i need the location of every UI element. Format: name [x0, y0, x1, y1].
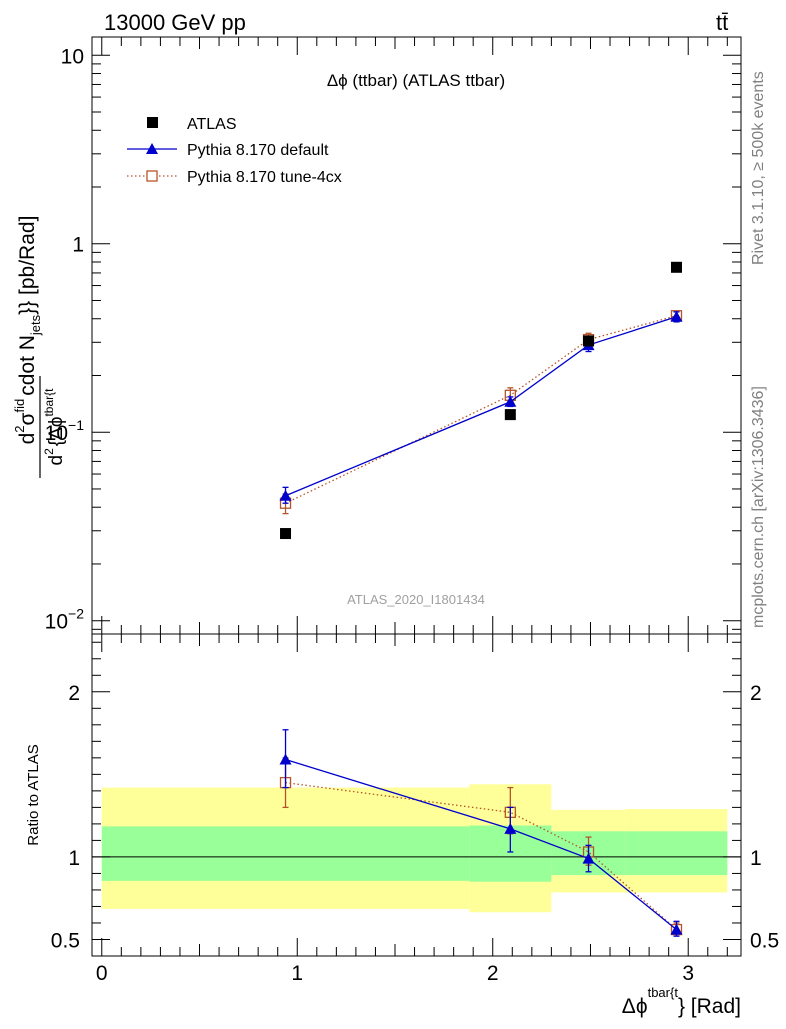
- process-label: tt̄: [716, 10, 728, 35]
- main-atlas-point: [670, 261, 682, 273]
- main-atlas-point: [583, 335, 595, 347]
- main-default-point: [670, 310, 683, 322]
- ratio-axis-ticks: 0.5 0.5 1 1 2 2 0 1 2 3: [51, 634, 779, 985]
- legend-default-label: Pythia 8.170 default: [187, 142, 329, 159]
- legend-tune-marker: [146, 170, 158, 182]
- main-axis-ticks: 10−2 10−1 1 10: [45, 37, 741, 634]
- rivet-version-label: Rivet 3.1.10, ≥ 500k events: [750, 71, 767, 265]
- ratio-frame: [91, 633, 742, 957]
- ratio-xtick-label: 0: [96, 962, 108, 985]
- ratio-tune4cx-line: [285, 781, 677, 931]
- mcplots-label: mcplots.cern.ch [arXiv:1306.3436]: [750, 386, 767, 628]
- ratio-default-point: [504, 822, 517, 834]
- ratio-default-point: [582, 852, 595, 864]
- ratio-xlabel: Δϕtbar{t} [Rad]: [622, 985, 741, 1018]
- ratio-ytick-label-right: 0.5: [750, 929, 779, 952]
- ratio-ytick-label: 1: [68, 847, 80, 870]
- legend: ATLAS Pythia 8.170 default Pythia 8.170 …: [127, 116, 342, 186]
- ratio-ytick-label-right: 2: [750, 682, 762, 705]
- legend-atlas-marker: [147, 117, 158, 128]
- legend-tune-label: Pythia 8.170 tune-4cx: [187, 169, 342, 186]
- legend-atlas-label: ATLAS: [187, 116, 237, 133]
- ratio-ytick-label: 2: [68, 682, 80, 705]
- ratio-plot-content: [279, 729, 683, 937]
- legend-default-marker: [146, 143, 158, 154]
- ratio-ytick-label: 0.5: [51, 929, 80, 952]
- main-atlas-point: [504, 409, 516, 421]
- ratio-default-line: [285, 758, 677, 931]
- main-ytick-label: 1: [72, 234, 84, 257]
- main-default-point: [279, 489, 292, 501]
- main-default-line: [285, 316, 677, 497]
- ratio-xtick-label: 3: [682, 962, 694, 985]
- ratio-default-point: [279, 753, 292, 765]
- analysis-watermark: ATLAS_2020_I1801434: [347, 592, 485, 607]
- main-ytick-label: 10−1: [45, 417, 85, 445]
- svg-text:d2σfidcdot Njets}} [pb/Rad]: d2σfidcdot Njets}} [pb/Rad]: [12, 216, 43, 445]
- main-default-point: [504, 395, 517, 407]
- ratio-ylabel: Ratio to ATLAS: [25, 744, 42, 845]
- main-ylabel: d2σfidcdot Njets}} [pb/Rad] d2{Δϕtbar{t: [12, 216, 67, 478]
- main-ytick-label: 10−2: [45, 606, 85, 634]
- ratio-panel: 0.5 0.5 1 1 2 2 0 1 2 3 Ratio to ATLAS Δϕtbar{t} …: [25, 633, 779, 1018]
- ratio-band-inner: [625, 831, 728, 876]
- energy-label: 13000 GeV pp: [104, 10, 246, 35]
- main-plot-content: [279, 261, 683, 540]
- ratio-xtick-label: 1: [291, 962, 303, 985]
- main-atlas-point: [280, 528, 292, 540]
- main-ytick-label: 10: [61, 45, 84, 68]
- ratio-band-inner: [101, 826, 470, 881]
- main-title: Δϕ (ttbar) (ATLAS ttbar): [327, 71, 505, 90]
- ratio-ytick-label-right: 1: [750, 847, 762, 870]
- ratio-default-point: [670, 923, 683, 935]
- svg-text:d2{Δϕtbar{t: d2{Δϕtbar{t: [42, 388, 67, 466]
- ratio-xtick-label: 2: [487, 962, 499, 985]
- main-panel: 10−2 10−1 1 10 Δϕ (ttbar) (ATLAS ttbar) ATL…: [12, 36, 742, 635]
